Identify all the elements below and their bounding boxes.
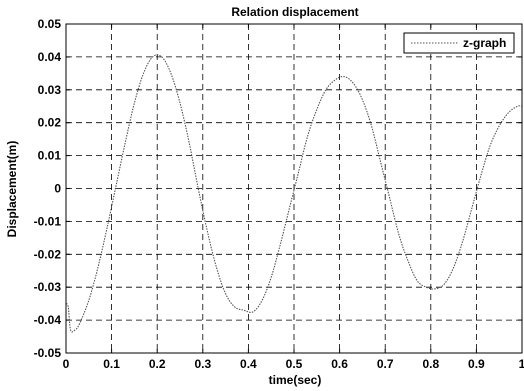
x-tick-label: 0.1 (103, 357, 120, 371)
x-tick-label: 0.8 (422, 357, 439, 371)
chart-title: Relation displacement (231, 5, 358, 19)
x-tick-label: 1 (519, 357, 524, 371)
y-tick-label: -0.05 (34, 346, 62, 360)
y-tick-label: 0.02 (38, 116, 62, 130)
x-tick-label: 0.9 (468, 357, 485, 371)
legend-label-z-graph: z-graph (463, 36, 506, 50)
plot-frame (65, 23, 523, 354)
x-tick-label: 0.2 (149, 357, 166, 371)
y-axis-label: Displacement(m) (5, 141, 19, 238)
x-tick-label: 0.5 (286, 357, 303, 371)
y-tick-label: 0.05 (38, 17, 62, 31)
x-tick-label: 0.7 (377, 357, 394, 371)
grid-lines (66, 24, 522, 353)
x-tick-label: 0.6 (331, 357, 348, 371)
legend-box (403, 32, 515, 54)
y-axis-ticks: -0.05 -0.04 -0.03 -0.02 -0.01 0 0.01 0.02 0.03 0.… (34, 17, 522, 360)
x-tick-label: 0.3 (194, 357, 211, 371)
x-tick-label: 0 (63, 357, 70, 371)
y-tick-label: -0.04 (34, 313, 62, 327)
series-group (65, 54, 523, 333)
series-line-z-graph (65, 54, 523, 333)
x-tick-label: 0.4 (240, 357, 257, 371)
y-tick-label: 0 (54, 182, 61, 196)
y-tick-label: 0.04 (38, 50, 62, 64)
x-axis-label: time(sec) (269, 373, 322, 387)
y-tick-label: -0.01 (34, 214, 62, 228)
y-tick-label: -0.02 (34, 247, 62, 261)
legend: z-graph (403, 32, 515, 54)
y-tick-label: 0.01 (38, 149, 62, 163)
y-tick-label: -0.03 (34, 280, 62, 294)
y-tick-label: 0.03 (38, 83, 62, 97)
